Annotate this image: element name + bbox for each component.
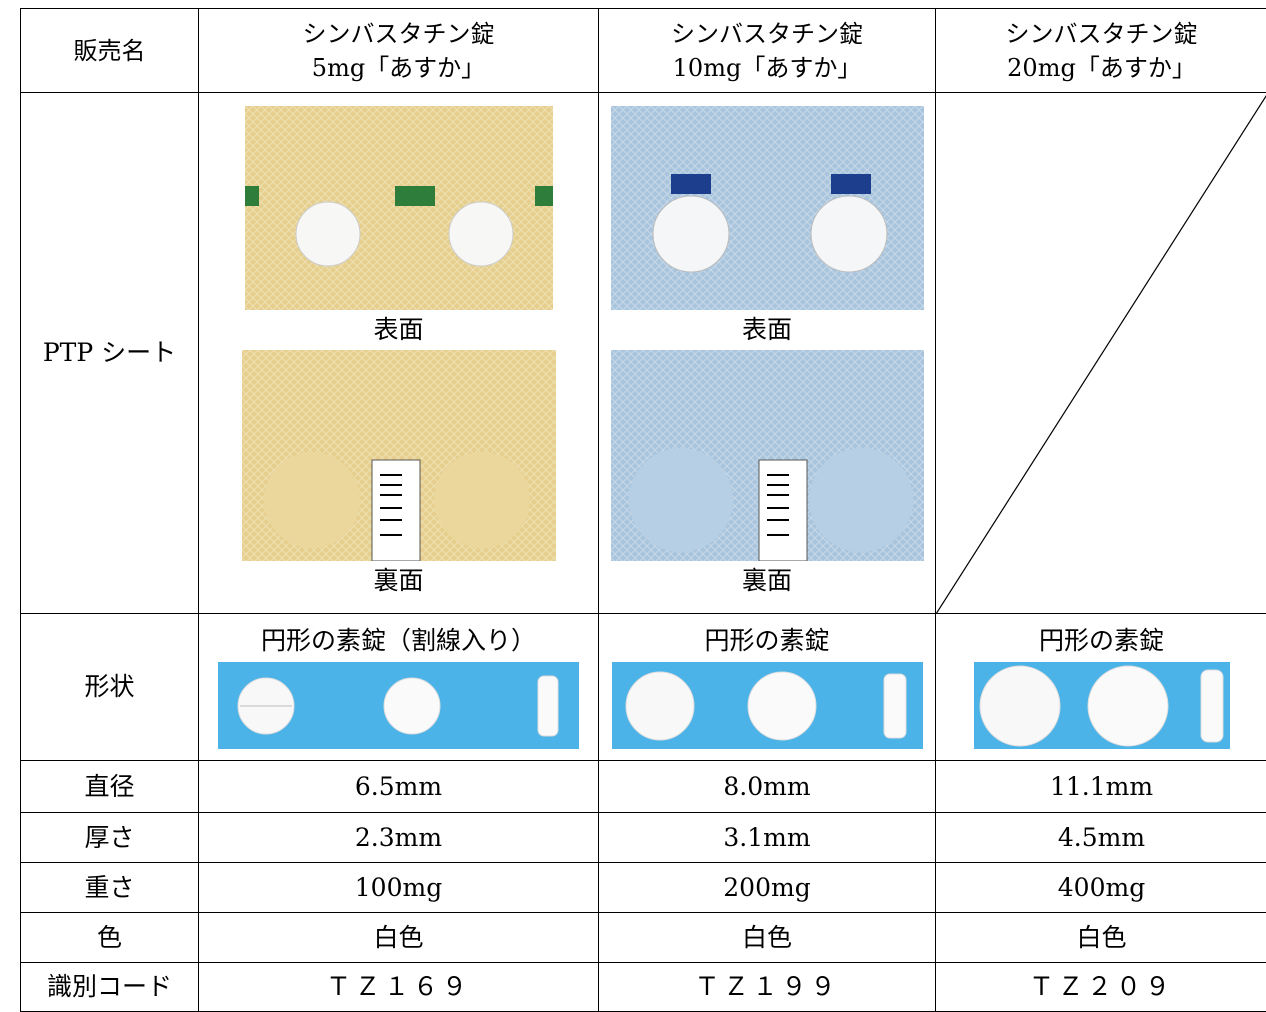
empty-cell xyxy=(936,93,1266,614)
tablet-image xyxy=(974,662,1230,749)
product-name: シンバスタチン錠 xyxy=(936,17,1266,51)
value-cell: 2.3mm xyxy=(199,813,599,863)
value-cell: ＴＺ２０９ xyxy=(936,963,1266,1012)
shape-cell: 円形の素錠 xyxy=(599,614,936,761)
shape-cell: 円形の素錠 xyxy=(936,614,1266,761)
tablet-image xyxy=(612,662,923,749)
ptp-back-image xyxy=(242,350,556,561)
ptp-front-image xyxy=(245,106,553,310)
value-cell: ＴＺ１９９ xyxy=(599,963,936,1012)
value-cell: 11.1mm xyxy=(936,761,1266,813)
ptp-cell: 表面 裏面 xyxy=(599,93,936,614)
header-label: 販売名 xyxy=(21,9,199,93)
product-name: シンバスタチン錠 xyxy=(199,17,598,51)
row-label: PTP シート xyxy=(21,93,199,614)
ptp-back-caption: 裏面 xyxy=(599,561,935,601)
value-cell: 白色 xyxy=(599,913,936,963)
value-cell: 100mg xyxy=(199,863,599,913)
product-strength: 10mg「あすか」 xyxy=(599,51,935,85)
row-label: 色 xyxy=(21,913,199,963)
ptp-back-image xyxy=(611,350,924,561)
row-label: 厚さ xyxy=(21,813,199,863)
shape-text: 円形の素錠 xyxy=(936,625,1266,656)
row-label: 形状 xyxy=(21,614,199,761)
value-cell: 6.5mm xyxy=(199,761,599,813)
value-cell: 8.0mm xyxy=(599,761,936,813)
shape-text: 円形の素錠（割線入り） xyxy=(199,625,598,656)
value-cell: 4.5mm xyxy=(936,813,1266,863)
shape-cell: 円形の素錠（割線入り） xyxy=(199,614,599,761)
value-cell: 3.1mm xyxy=(599,813,936,863)
value-cell: 400mg xyxy=(936,863,1266,913)
ptp-back-caption: 裏面 xyxy=(199,561,598,601)
row-label: 重さ xyxy=(21,863,199,913)
ptp-cell: 表面 裏面 xyxy=(199,93,599,614)
product-strength: 5mg「あすか」 xyxy=(199,51,598,85)
row-label: 直径 xyxy=(21,761,199,813)
value-cell: 白色 xyxy=(936,913,1266,963)
value-cell: 200mg xyxy=(599,863,936,913)
tablet-image xyxy=(218,662,579,749)
row-label: 識別コード xyxy=(21,963,199,1012)
value-cell: ＴＺ１６９ xyxy=(199,963,599,1012)
product-name: シンバスタチン錠 xyxy=(599,17,935,51)
ptp-front-image xyxy=(611,106,924,310)
diagonal xyxy=(936,93,1266,614)
product-strength: 20mg「あすか」 xyxy=(936,51,1266,85)
ptp-front-caption: 表面 xyxy=(599,310,935,350)
ptp-front-caption: 表面 xyxy=(199,310,598,350)
value-cell: 白色 xyxy=(199,913,599,963)
shape-text: 円形の素錠 xyxy=(599,625,935,656)
